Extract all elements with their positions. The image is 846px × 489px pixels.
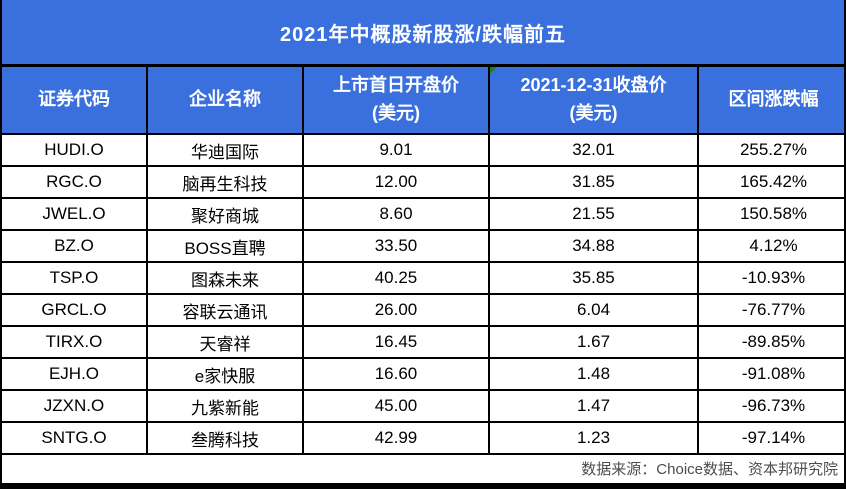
cell-change: 150.58% — [697, 197, 844, 231]
column-header-change: 区间涨跌幅 — [697, 67, 844, 135]
cell-open: 45.00 — [302, 389, 490, 423]
table-row: GRCL.O 容联云通讯 26.00 6.04 -76.77% — [2, 293, 844, 327]
cell-open: 42.99 — [302, 421, 490, 455]
cell-code: GRCL.O — [2, 293, 148, 327]
cell-change: -91.08% — [697, 357, 844, 391]
cell-corner-flag-icon — [490, 67, 497, 74]
cell-close: 1.67 — [488, 325, 699, 359]
cell-close: 1.23 — [488, 421, 699, 455]
column-header-code: 证券代码 — [2, 67, 148, 135]
cell-change: -96.73% — [697, 389, 844, 423]
cell-open: 16.45 — [302, 325, 490, 359]
table-row: HUDI.O 华迪国际 9.01 32.01 255.27% — [2, 133, 844, 167]
cell-name: 聚好商城 — [146, 197, 304, 231]
cell-code: EJH.O — [2, 357, 148, 391]
column-header-label: 企业名称 — [189, 89, 261, 110]
cell-name: BOSS直聘 — [146, 229, 304, 263]
cell-open: 40.25 — [302, 261, 490, 295]
cell-code: TSP.O — [2, 261, 148, 295]
cell-change: -10.93% — [697, 261, 844, 295]
column-header-unit: (美元) — [372, 103, 420, 123]
cell-name: 九紫新能 — [146, 389, 304, 423]
table-row: TIRX.O 天睿祥 16.45 1.67 -89.85% — [2, 325, 844, 359]
table-row: SNTG.O 叁腾科技 42.99 1.23 -97.14% — [2, 421, 844, 455]
cell-name: e家快服 — [146, 357, 304, 391]
cell-code: TIRX.O — [2, 325, 148, 359]
cell-name: 天睿祥 — [146, 325, 304, 359]
cell-code: JZXN.O — [2, 389, 148, 423]
stocks-table: 证券代码 企业名称 上市首日开盘价 (美元) 2021-12-31收盘价 (美元… — [2, 67, 844, 455]
cell-code: BZ.O — [2, 229, 148, 263]
table-row: RGC.O 脑再生科技 12.00 31.85 165.42% — [2, 165, 844, 199]
table-body: HUDI.O 华迪国际 9.01 32.01 255.27% RGC.O 脑再生科技 12.0… — [2, 133, 844, 455]
cell-code: HUDI.O — [2, 133, 148, 167]
table-row: BZ.O BOSS直聘 33.50 34.88 4.12% — [2, 229, 844, 263]
table-title: 2021年中概股新股涨/跌幅前五 — [2, 0, 844, 67]
cell-close: 35.85 — [488, 261, 699, 295]
column-header-open: 上市首日开盘价 (美元) — [302, 67, 490, 135]
column-header-label: 区间涨跌幅 — [728, 89, 819, 110]
table-row: JZXN.O 九紫新能 45.00 1.47 -96.73% — [2, 389, 844, 423]
cell-open: 12.00 — [302, 165, 490, 199]
cell-close: 32.01 — [488, 133, 699, 167]
cell-open: 33.50 — [302, 229, 490, 263]
table-row: TSP.O 图森未来 40.25 35.85 -10.93% — [2, 261, 844, 295]
cell-open: 9.01 — [302, 133, 490, 167]
table-row: EJH.O e家快服 16.60 1.48 -91.08% — [2, 357, 844, 391]
cell-close: 34.88 — [488, 229, 699, 263]
column-header-label: 上市首日开盘价 — [333, 75, 459, 96]
cell-close: 1.47 — [488, 389, 699, 423]
column-header-close: 2021-12-31收盘价 (美元) — [488, 67, 699, 135]
cell-open: 16.60 — [302, 357, 490, 391]
cell-name: 脑再生科技 — [146, 165, 304, 199]
table-header: 证券代码 企业名称 上市首日开盘价 (美元) 2021-12-31收盘价 (美元… — [2, 67, 844, 135]
cell-change: -89.85% — [697, 325, 844, 359]
cell-close: 6.04 — [488, 293, 699, 327]
cell-change: 4.12% — [697, 229, 844, 263]
column-header-label: 2021-12-31收盘价 — [520, 75, 667, 96]
column-header-name: 企业名称 — [146, 67, 304, 135]
cell-code: JWEL.O — [2, 197, 148, 231]
cell-code: SNTG.O — [2, 421, 148, 455]
cell-open: 26.00 — [302, 293, 490, 327]
column-header-label: 证券代码 — [38, 89, 110, 110]
cell-close: 31.85 — [488, 165, 699, 199]
cell-change: 255.27% — [697, 133, 844, 167]
cell-change: 165.42% — [697, 165, 844, 199]
cell-name: 叁腾科技 — [146, 421, 304, 455]
cell-name: 容联云通讯 — [146, 293, 304, 327]
cell-name: 华迪国际 — [146, 133, 304, 167]
column-header-unit: (美元) — [569, 103, 618, 123]
cell-name: 图森未来 — [146, 261, 304, 295]
cell-open: 8.60 — [302, 197, 490, 231]
cell-close: 21.55 — [488, 197, 699, 231]
cell-close: 1.48 — [488, 357, 699, 391]
cell-code: RGC.O — [2, 165, 148, 199]
cell-change: -97.14% — [697, 421, 844, 455]
cell-change: -76.77% — [697, 293, 844, 327]
table-row: JWEL.O 聚好商城 8.60 21.55 150.58% — [2, 197, 844, 231]
data-source-note: 数据来源：Choice数据、资本邦研究院 — [2, 455, 844, 481]
